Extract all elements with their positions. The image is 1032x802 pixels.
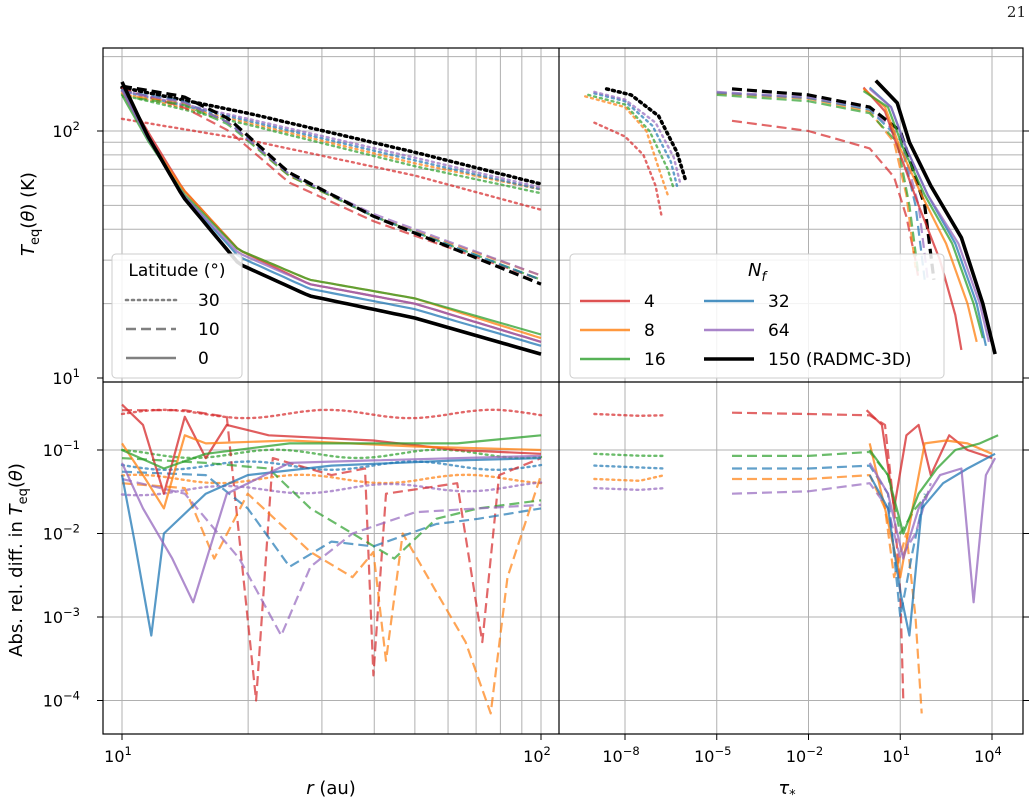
x-tick-label: 10−8 (602, 744, 639, 766)
curve-bl-lat0-Nf_16 (121, 434, 542, 470)
legend-nf-box (569, 253, 945, 379)
legend-latitude-label: 0 (198, 349, 209, 369)
curve-tl-lat30-Nf_150 (120, 85, 543, 186)
legend-nf-label: 8 (644, 321, 655, 341)
x-tick-label: 101 (104, 744, 132, 766)
curve-tl-lat10-Nf_8 (121, 93, 542, 277)
y-axis-label-temperature: Teq(θ) (K) (18, 172, 43, 256)
curve-tl-lat10-Nf_32 (121, 90, 542, 281)
curve-tl-lat30-Nf_64 (120, 89, 543, 189)
curve-br-lat30-Nf_32 (593, 464, 666, 470)
legend-nf-label: 32 (768, 292, 790, 312)
curve-tr-lat0-Nf_150 (874, 79, 997, 355)
curve-br-lat30-Nf_64 (593, 486, 666, 492)
curve-tr-lat0-Nf_16 (862, 90, 984, 339)
curve-tr-lat30-Nf_8 (584, 95, 669, 197)
curve-tr-lat10-Nf_150 (731, 87, 936, 280)
gridlines (103, 48, 1023, 734)
ticks: 101 102 10−8 10−5 10−2 101 10410210110−110−210… (43, 119, 1029, 766)
legend-latitude: Latitude (°) 30 10 0 (111, 253, 243, 379)
curve-tl-lat0-Nf_64 (121, 89, 542, 343)
curve-br-lat0-Nf_32 (868, 452, 996, 637)
curve-tl-lat30-Nf_32 (120, 89, 543, 191)
axis-labels: r (au) τ* Teq(θ) (K) Abs. rel. diff. in Teq… (6, 172, 796, 802)
curve-tr-lat0-Nf_8 (862, 88, 978, 343)
curve-tr-lat30-Nf_4 (593, 121, 663, 218)
y-axis-label-rel-diff: Abs. rel. diff. in Teq(θ) (6, 463, 31, 657)
curve-bl-lat30-Nf_16 (120, 448, 543, 460)
y-tick-label: 102 (52, 119, 80, 141)
y-tick-label: 10−2 (43, 522, 80, 544)
legend-nf-label: 4 (644, 292, 655, 312)
legend-nf-label: 150 (RADMC-3D) (768, 350, 912, 370)
curve-tr-lat0-Nf_4 (862, 86, 963, 351)
curve-bl-lat10-Nf_64 (121, 477, 542, 637)
x-tick-label: 10−2 (786, 744, 823, 766)
legend-latitude-label: 10 (198, 320, 220, 340)
curve-bl-lat0-Nf_64 (121, 454, 542, 604)
curve-tr-lat0-Nf_64 (868, 88, 990, 343)
axes-frames (102, 47, 1024, 735)
curve-bl-lat30-Nf_4 (120, 408, 543, 420)
curve-bl-lat0-Nf_8 (121, 434, 542, 510)
curve-tl-lat0-Nf_16 (121, 94, 542, 336)
x-axis-label-tau: τ* (778, 778, 796, 802)
curve-tl-lat0-Nf_150 (120, 81, 542, 356)
curve-tr-lat10-Nf_64 (716, 90, 929, 280)
curve-br-lat0-Nf_64 (868, 457, 997, 604)
curve-br-lat30-Nf_4 (593, 412, 666, 417)
curve-br-lat0-Nf_4 (865, 409, 993, 510)
curve-tr-lat30-Nf_150 (604, 87, 688, 185)
legend-nf-label: 64 (768, 321, 790, 341)
x-tick-label: 10−5 (694, 744, 731, 766)
legend-latitude-box (111, 253, 243, 379)
y-tick-label: 10−4 (43, 689, 80, 711)
curve-tl-lat10-Nf_64 (121, 90, 542, 277)
legend-nf: Nf 4 8 16 32 64 150 (RADMC-3D) (569, 253, 945, 379)
curve-br-lat0-Nf_8 (868, 439, 993, 579)
curve-tl-lat30-Nf_16 (120, 93, 543, 195)
curve-tl-lat30-Nf_8 (120, 92, 543, 191)
legend-nf-title: Nf (748, 260, 768, 285)
curve-tr-lat30-Nf_16 (587, 93, 676, 191)
curve-br-lat30-Nf_8 (593, 473, 666, 482)
curve-tl-lat30-Nf_4 (120, 117, 543, 211)
figure-frame (102, 47, 1024, 735)
y-tick-label: 10−3 (43, 605, 80, 627)
curve-br-lat10-Nf_16 (732, 450, 929, 535)
curve-bl-lat0-Nf_4 (121, 403, 542, 495)
curves (120, 79, 999, 715)
x-axis-label-r: r (au) (306, 778, 356, 799)
curve-tr-lat30-Nf_64 (593, 90, 682, 184)
curve-tr-lat10-Nf_16 (716, 93, 920, 276)
legend-nf-label: 16 (644, 350, 666, 370)
curve-br-lat30-Nf_16 (593, 452, 666, 458)
curve-bl-lat10-Nf_8 (121, 474, 543, 715)
curve-bl-lat30-Nf_8 (120, 473, 543, 485)
x-tick-label: 104 (974, 744, 1002, 766)
x-tick-label: 102 (523, 744, 551, 766)
page-number: 21 (1006, 3, 1026, 21)
legend-latitude-label: 30 (198, 291, 220, 311)
y-tick-label: 10−1 (43, 438, 80, 460)
y-tick-label: 101 (52, 366, 80, 388)
curve-bl-lat0-Nf_32 (120, 457, 542, 637)
curve-bl-lat30-Nf_32 (120, 460, 543, 471)
curve-tl-lat10-Nf_150 (121, 84, 542, 286)
curve-bl-lat10-Nf_32 (121, 470, 542, 568)
curve-br-lat0-Nf_16 (868, 434, 999, 535)
curve-bl-lat30-Nf_64 (120, 481, 543, 497)
legend-latitude-title: Latitude (°) (128, 261, 225, 281)
curve-br-lat10-Nf_4 (731, 411, 905, 701)
curve-bl-lat10-Nf_4 (122, 409, 542, 702)
curve-tr-lat30-Nf_32 (593, 92, 679, 187)
x-tick-label: 101 (882, 744, 910, 766)
curve-tl-lat10-Nf_4 (121, 87, 542, 281)
